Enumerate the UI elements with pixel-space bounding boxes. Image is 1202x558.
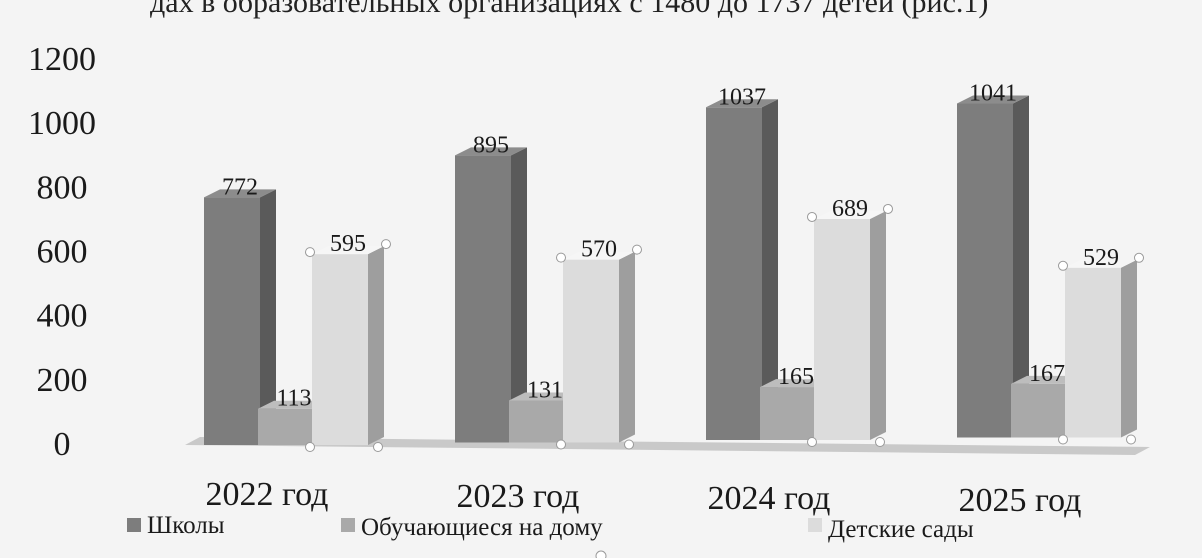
data-label: 1041 xyxy=(969,81,1017,107)
x-tick-label: 2025 год xyxy=(959,482,1082,519)
bar-side xyxy=(619,251,635,443)
bar-top xyxy=(204,189,276,198)
bar xyxy=(957,103,1013,438)
selection-handle xyxy=(632,244,642,255)
selection-handle xyxy=(624,439,634,450)
data-label: 131 xyxy=(527,377,563,403)
bar-side xyxy=(511,147,527,443)
legend-label: Обучающиеся на дому xyxy=(361,514,603,541)
bar-side xyxy=(870,210,886,440)
data-label: 895 xyxy=(473,132,509,158)
bar-top xyxy=(814,210,886,219)
selection-handle xyxy=(807,211,817,222)
y-tick-label: 600 xyxy=(37,234,88,271)
text-caption: дах в образовательных организациях с 148… xyxy=(150,0,989,19)
bar-top xyxy=(563,251,635,260)
selection-handle xyxy=(807,437,817,447)
bar-top xyxy=(1065,259,1137,268)
bar xyxy=(760,387,816,440)
legend-swatch xyxy=(341,518,355,532)
x-tick-label: 2022 год xyxy=(206,476,329,513)
bar xyxy=(1065,267,1121,438)
bar-side xyxy=(1013,95,1029,438)
y-tick-label: 1200 xyxy=(28,41,96,78)
bar xyxy=(1011,383,1067,438)
bar-top xyxy=(312,246,384,255)
selection-handle xyxy=(556,252,566,263)
bar-top xyxy=(957,95,1029,104)
data-label: 595 xyxy=(330,231,366,257)
selection-handle xyxy=(875,437,885,447)
legend-label: Школы xyxy=(147,512,225,539)
bar-side xyxy=(1121,259,1137,438)
bar xyxy=(706,107,762,440)
y-tick-label: 400 xyxy=(37,298,88,335)
y-tick-label: 1000 xyxy=(28,105,96,142)
data-label: 113 xyxy=(276,386,311,412)
selection-handle xyxy=(556,439,566,450)
y-tick-label: 0 xyxy=(54,426,71,463)
legend-label: Детские сады xyxy=(828,516,974,543)
selection-handle xyxy=(1134,252,1144,263)
bar xyxy=(563,259,619,443)
x-tick-label: 2024 год xyxy=(708,480,831,517)
data-label: 529 xyxy=(1083,245,1119,271)
bar xyxy=(455,155,511,443)
bar xyxy=(258,408,314,445)
bar-top xyxy=(455,147,527,156)
data-label: 165 xyxy=(778,364,814,390)
x-tick-label: 2023 год xyxy=(457,478,580,515)
selection-handle xyxy=(1058,434,1068,445)
selection-handle xyxy=(381,239,391,250)
y-tick-label: 200 xyxy=(37,362,88,399)
data-label: 167 xyxy=(1029,361,1065,387)
data-label: 1037 xyxy=(718,84,766,110)
bar xyxy=(509,400,565,443)
data-label: 689 xyxy=(832,196,868,222)
bar xyxy=(204,197,260,445)
bar-side xyxy=(762,99,778,440)
selection-handle xyxy=(1058,260,1068,271)
selection-handle xyxy=(305,442,315,452)
selection-handle xyxy=(1126,434,1136,445)
bar xyxy=(814,218,870,440)
bar-side xyxy=(260,189,276,445)
chart-floor xyxy=(185,437,1150,455)
bar xyxy=(312,254,368,445)
selection-handle xyxy=(305,247,315,258)
data-label: 772 xyxy=(222,174,258,200)
legend-swatch xyxy=(127,518,141,532)
bar-top xyxy=(706,99,778,108)
legend-swatch xyxy=(808,518,822,532)
bar-side xyxy=(368,246,384,445)
selection-handle xyxy=(883,203,893,214)
y-tick-label: 800 xyxy=(37,169,88,206)
selection-handle xyxy=(595,550,607,558)
data-label: 570 xyxy=(581,237,617,263)
selection-handle xyxy=(373,442,383,452)
